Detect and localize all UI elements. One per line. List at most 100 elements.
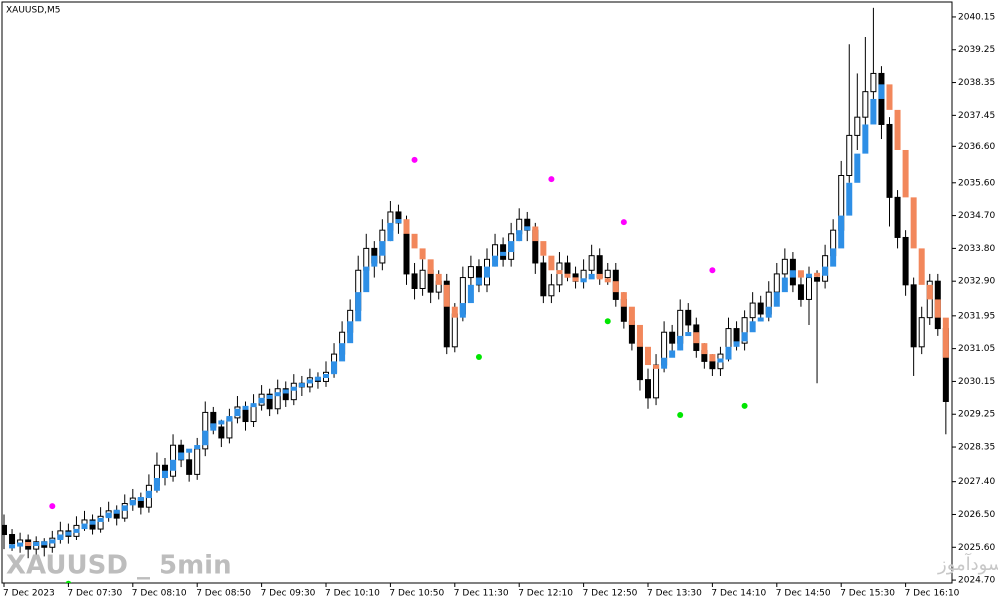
indicator-bar [781, 277, 788, 293]
signal-dot [709, 267, 716, 274]
indicator-bar [242, 405, 249, 410]
indicator-bar [757, 317, 764, 322]
indicator-bar [162, 470, 168, 479]
signal-dot [620, 219, 627, 226]
indicator-bar [822, 266, 829, 276]
indicator-bar [226, 416, 233, 422]
x-tick-label: 7 Dec 10:50 [389, 589, 444, 599]
x-tick-label: 7 Dec 08:10 [132, 589, 187, 599]
indicator-bar [186, 448, 193, 453]
indicator-bar [41, 541, 48, 546]
plot-area [1, 1, 953, 584]
y-tick-label: 2039.25 [958, 45, 995, 55]
x-tick-label: 7 Dec 14:10 [711, 589, 766, 599]
indicator-bar [250, 403, 257, 408]
indicator-bar [323, 373, 329, 378]
indicator-bar [113, 509, 120, 514]
indicator-bar [427, 259, 434, 274]
indicator-bar [145, 490, 152, 499]
y-tick-label: 2038.35 [958, 78, 995, 88]
indicator-bar [25, 541, 32, 546]
indicator-bar [129, 499, 136, 506]
indicator-bar [797, 270, 804, 278]
candle-body [910, 284, 917, 348]
x-tick-label: 7 Dec 12:10 [518, 589, 573, 599]
indicator-bar [379, 241, 386, 256]
y-tick-label: 2031.05 [958, 344, 995, 354]
y-tick-label: 2034.70 [958, 211, 995, 221]
candle-body [588, 255, 595, 271]
indicator-bar [153, 478, 160, 491]
x-tick-label: 7 Dec 14:50 [776, 589, 831, 599]
indicator-bar [65, 531, 72, 536]
indicator-bar [484, 266, 490, 278]
x-tick-label: 7 Dec 12:50 [583, 589, 638, 599]
indicator-bar [194, 445, 201, 450]
candle-body [685, 309, 692, 326]
x-tick-label: 7 Dec 09:30 [261, 589, 316, 599]
x-tick-label: 7 Dec 13:30 [647, 589, 702, 599]
indicator-bar [202, 430, 209, 446]
x-tick-label: 7 Dec 16:10 [905, 589, 960, 599]
indicator-bar [290, 386, 297, 391]
indicator-bar [475, 277, 482, 285]
indicator-bar [701, 343, 708, 355]
x-tick-label: 7 Dec 08:50 [196, 589, 251, 599]
indicator-bar [435, 273, 442, 285]
candle-body [186, 459, 193, 475]
y-tick-label: 2035.60 [958, 178, 995, 188]
candle-body [749, 302, 756, 319]
indicator-bar [306, 379, 313, 384]
indicator-bar [89, 520, 96, 525]
y-tick-label: 2026.50 [958, 510, 995, 520]
indicator-bar [516, 230, 523, 242]
candle-body [741, 317, 748, 344]
indicator-bar [669, 350, 676, 358]
indicator-bar [645, 346, 651, 366]
chart-title: XAUUSD,M5 [6, 6, 61, 16]
indicator-bar [81, 523, 88, 530]
candle-body [97, 515, 104, 530]
indicator-bar [314, 376, 321, 381]
indicator-bar [97, 517, 104, 522]
indicator-bar [556, 270, 563, 275]
x-tick-label: 7 Dec 15:30 [840, 589, 895, 599]
indicator-bar [685, 332, 692, 337]
indicator-bar [902, 149, 909, 198]
indicator-bar [894, 109, 901, 150]
candle-body [870, 72, 877, 93]
indicator-bar [596, 273, 603, 280]
indicator-bar [677, 335, 684, 351]
indicator-bar [588, 273, 595, 280]
x-tick-label: 7 Dec 2023 [3, 589, 55, 599]
candle-body [806, 277, 812, 300]
signal-dot [49, 503, 56, 510]
candle-body [9, 534, 16, 545]
indicator-bar [500, 251, 507, 256]
candle-body [814, 277, 821, 282]
x-tick-label: 7 Dec 10:10 [325, 589, 380, 599]
x-tick-label: 7 Dec 11:30 [454, 589, 509, 599]
indicator-bar [532, 226, 539, 242]
indicator-bar [741, 332, 748, 342]
indicator-bar [612, 281, 619, 293]
plot-layer [2, 7, 949, 583]
indicator-bar [218, 420, 225, 425]
candle-body [781, 258, 788, 275]
indicator-bar [910, 197, 917, 249]
indicator-bar [347, 321, 354, 344]
candle-body [194, 448, 201, 475]
candle-body [540, 262, 547, 297]
y-tick-label: 2025.60 [958, 543, 995, 553]
indicator-bar [540, 241, 547, 256]
indicator-bar [862, 124, 869, 154]
candle-body [653, 364, 660, 399]
indicator-bar [878, 84, 885, 99]
indicator-bar [564, 273, 571, 278]
candle-body [604, 269, 611, 279]
indicator-bar [806, 273, 812, 278]
candle-body [282, 388, 289, 401]
candle-body [886, 123, 893, 198]
candle-body [411, 273, 418, 289]
indicator-bar [339, 343, 346, 362]
